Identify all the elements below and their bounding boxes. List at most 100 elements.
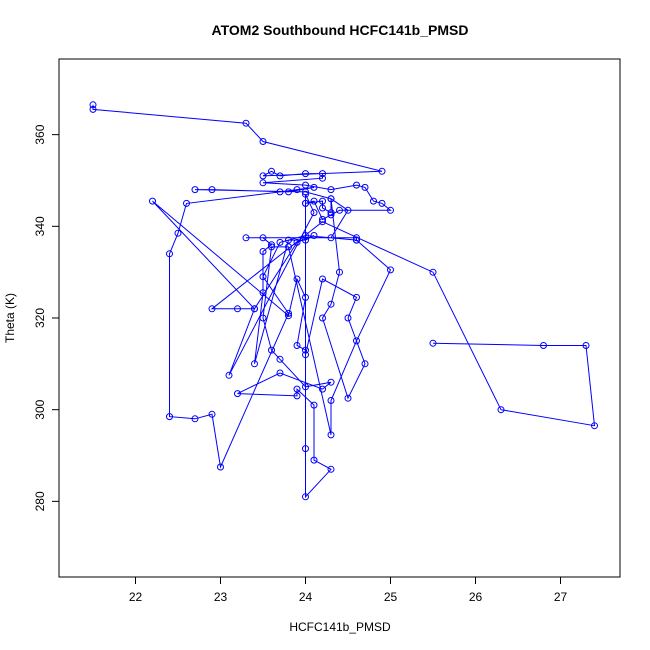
x-axis: 22 23 24 25 26 27 [129,576,568,604]
data-point [234,390,241,398]
data-point [302,190,309,198]
x-tick-label: 22 [129,590,143,604]
data-point [208,186,216,194]
data-point [302,351,309,359]
data-point [327,300,335,308]
y-tick-label: 340 [33,216,47,236]
data-point [242,234,250,242]
data-point [302,199,309,207]
data-point [174,229,182,237]
data-point [319,197,326,205]
data-point [353,337,360,345]
data-point [327,397,335,404]
data-point [319,204,326,212]
data-point [242,119,250,127]
data-point [387,206,394,214]
data-point [302,232,309,239]
data-point [387,266,394,274]
data-point [268,346,275,354]
data-point [370,197,377,205]
data-point [259,314,267,322]
data-point [259,179,267,187]
data-point [319,385,326,393]
data-series [89,101,598,501]
x-tick-label: 27 [554,590,568,604]
data-point [191,186,199,194]
data-point [268,167,275,175]
data-point [327,209,335,217]
data-point [285,188,292,196]
data-point [310,401,318,409]
data-point [353,236,360,244]
data-point [353,181,360,189]
data-point [293,392,301,400]
data-point [285,309,292,317]
x-tick-label: 25 [384,590,398,604]
data-point [353,234,360,242]
data-point [285,236,292,244]
data-point [327,195,335,203]
data-point [276,355,284,363]
data-point [319,174,326,182]
data-point [293,238,301,246]
data-point [429,339,437,347]
data-point [378,167,386,175]
data-point [259,289,267,297]
data-point [353,293,360,301]
data-point [302,293,309,301]
y-tick-label: 300 [33,399,47,419]
data-point [183,199,190,207]
data-point [293,385,301,393]
data-point [336,268,343,276]
data-point [497,406,505,414]
x-tick-label: 26 [469,590,483,604]
data-point [259,172,267,180]
data-point [225,371,233,379]
data-point [251,360,258,368]
data-point [310,197,318,205]
data-point [208,305,216,313]
data-point [293,275,301,283]
data-point [582,342,590,349]
data-point [361,360,369,368]
data-point [268,243,275,251]
data-point [251,305,258,313]
data-point [259,234,267,242]
data-point [361,183,369,191]
x-tick-label: 23 [214,590,228,604]
data-point [149,197,156,205]
data-point [302,383,309,391]
data-point [302,188,309,196]
data-point [302,346,309,354]
data-point [259,138,267,145]
y-tick-label: 320 [33,308,47,328]
data-point [276,188,284,196]
data-point [208,410,216,418]
data-point [327,211,335,219]
data-point [310,209,318,217]
data-point [319,218,326,226]
data-point [166,250,173,258]
data-point [89,105,97,113]
data-point [302,236,309,244]
data-point [310,456,318,464]
data-point [166,413,173,421]
data-point [293,342,301,349]
chart-title: ATOM2 Southbound HCFC141b_PMSD [212,22,469,38]
data-point [540,342,547,349]
data-point [276,172,284,180]
x-tick-label: 24 [299,590,313,604]
data-point [591,422,598,430]
y-tick-label: 280 [33,491,47,511]
data-point [293,186,301,194]
y-axis-label: Theta (K) [3,293,17,343]
data-point [344,314,352,322]
data-point [302,493,309,501]
data-point [191,415,199,423]
data-point [259,273,267,281]
series-line [92,104,596,499]
data-point [429,268,437,276]
data-point [327,431,335,439]
data-point [327,465,335,473]
data-point [344,394,352,402]
